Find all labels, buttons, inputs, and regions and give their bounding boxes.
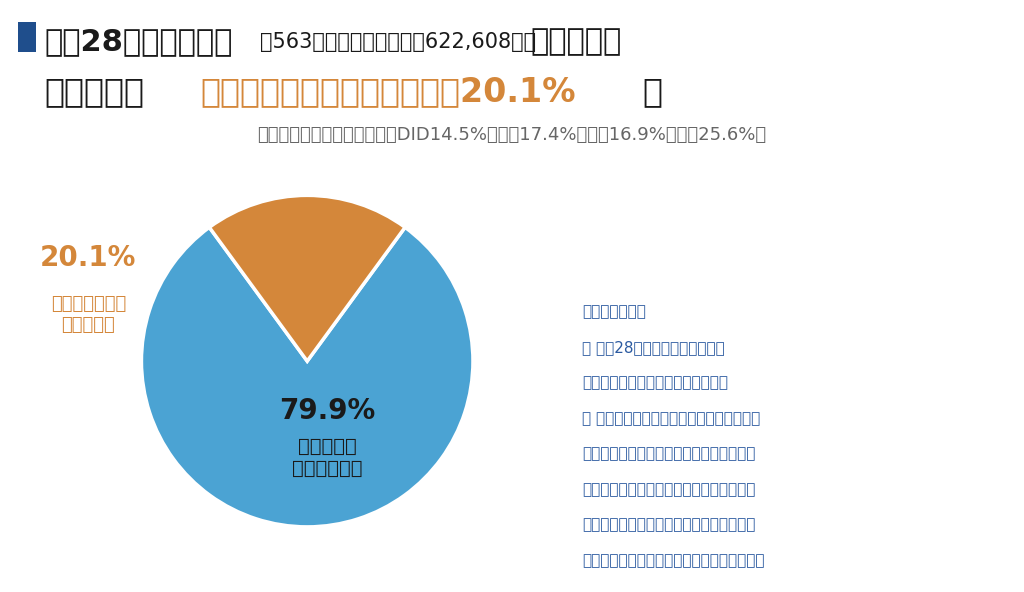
Text: の登記簿上の住所に、調査実施者から: の登記簿上の住所に、調査実施者から	[583, 482, 756, 497]
Text: 登記簿のみでは
所有者不明: 登記簿のみでは 所有者不明	[51, 295, 126, 334]
Text: 口 なお、ここで示す「所有者不明」には、: 口 なお、ここで示す「所有者不明」には、	[583, 411, 761, 426]
Text: 口 平成28年度地籍調査における: 口 平成28年度地籍調査における	[583, 340, 725, 355]
Text: において、: において、	[530, 27, 622, 56]
Wedge shape	[141, 227, 473, 527]
Text: 79.9%: 79.9%	[279, 397, 375, 425]
Text: より通知が到達しなかった場合を計上。: より通知が到達しなかった場合を計上。	[583, 553, 765, 568]
Text: 現地調査の通知を郵送し、この方法に: 現地調査の通知を郵送し、この方法に	[583, 517, 756, 533]
Text: 。: 。	[642, 76, 662, 108]
Text: 登記簿上の登記名義人（土地所有者）: 登記簿上の登記名義人（土地所有者）	[583, 446, 756, 462]
Text: （地帯別の所有者不明率は、DID14.5%、宅地17.4%、農地16.9%、林地25.6%）: （地帯別の所有者不明率は、DID14.5%、宅地17.4%、農地16.9%、林地…	[257, 126, 767, 144]
FancyBboxPatch shape	[18, 22, 36, 52]
Text: ＜出所・注釈＞: ＜出所・注釈＞	[583, 304, 646, 320]
Text: 平成28年度地籍調査: 平成28年度地籍調査	[44, 27, 232, 56]
Text: 所有者追跡調査（国土交通省）: 所有者追跡調査（国土交通省）	[583, 375, 728, 391]
Text: 所有者の所在が不明な土地は20.1%: 所有者の所在が不明な土地は20.1%	[200, 76, 575, 108]
Text: 20.1%: 20.1%	[40, 244, 136, 272]
Text: （563市区町村における計622,608筆）: （563市区町村における計622,608筆）	[260, 32, 537, 52]
Text: 登記簿上の: 登記簿上の	[44, 76, 144, 108]
Text: 登記簿上で
所在確認可能: 登記簿上で 所在確認可能	[292, 437, 362, 478]
Wedge shape	[209, 195, 406, 361]
